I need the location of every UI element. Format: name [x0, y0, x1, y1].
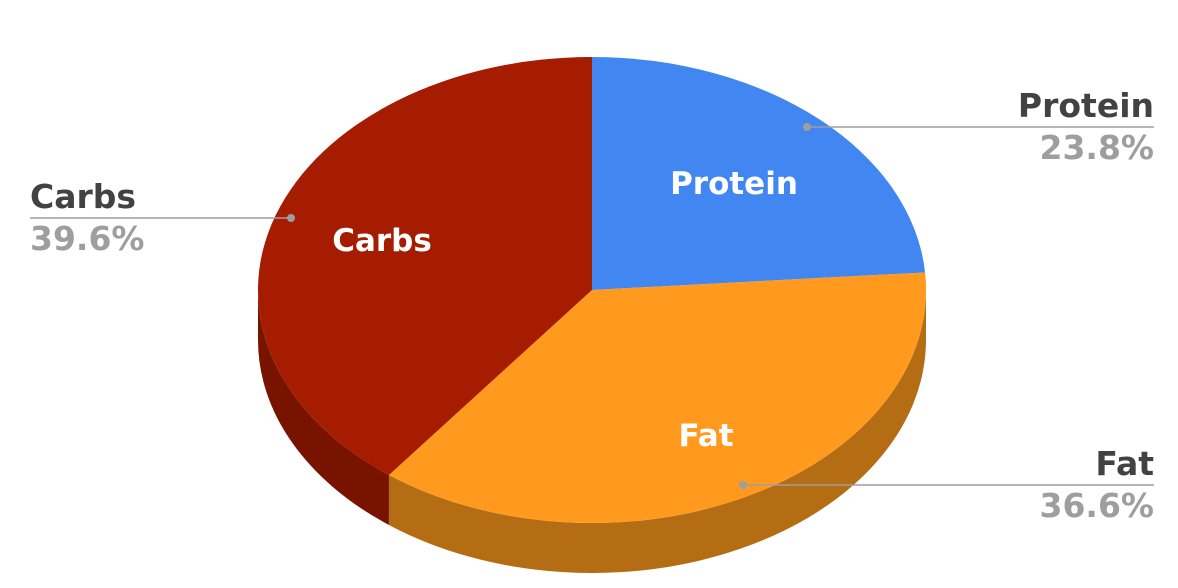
slice-side-fat	[388, 290, 926, 573]
slice-label-carbs: Carbs	[332, 223, 432, 259]
leader-dot-fat	[739, 481, 747, 489]
callout-name-protein: Protein	[1018, 86, 1154, 125]
slice-label-protein: Protein	[670, 166, 798, 202]
leader-dot-carbs	[287, 214, 295, 222]
slice-protein	[592, 57, 926, 290]
callout-name-carbs: Carbs	[30, 177, 136, 216]
slice-fat	[388, 272, 927, 523]
slice-carbs	[258, 57, 592, 475]
callout-percent-protein: 23.8%	[1040, 128, 1155, 167]
callout-percent-carbs: 39.6%	[30, 219, 145, 258]
callout-name-fat: Fat	[1095, 444, 1154, 483]
slice-label-fat: Fat	[678, 418, 733, 454]
leader-dot-protein	[803, 123, 811, 131]
slice-side-carbs	[258, 290, 389, 525]
callout-percent-fat: 36.6%	[1040, 486, 1155, 525]
